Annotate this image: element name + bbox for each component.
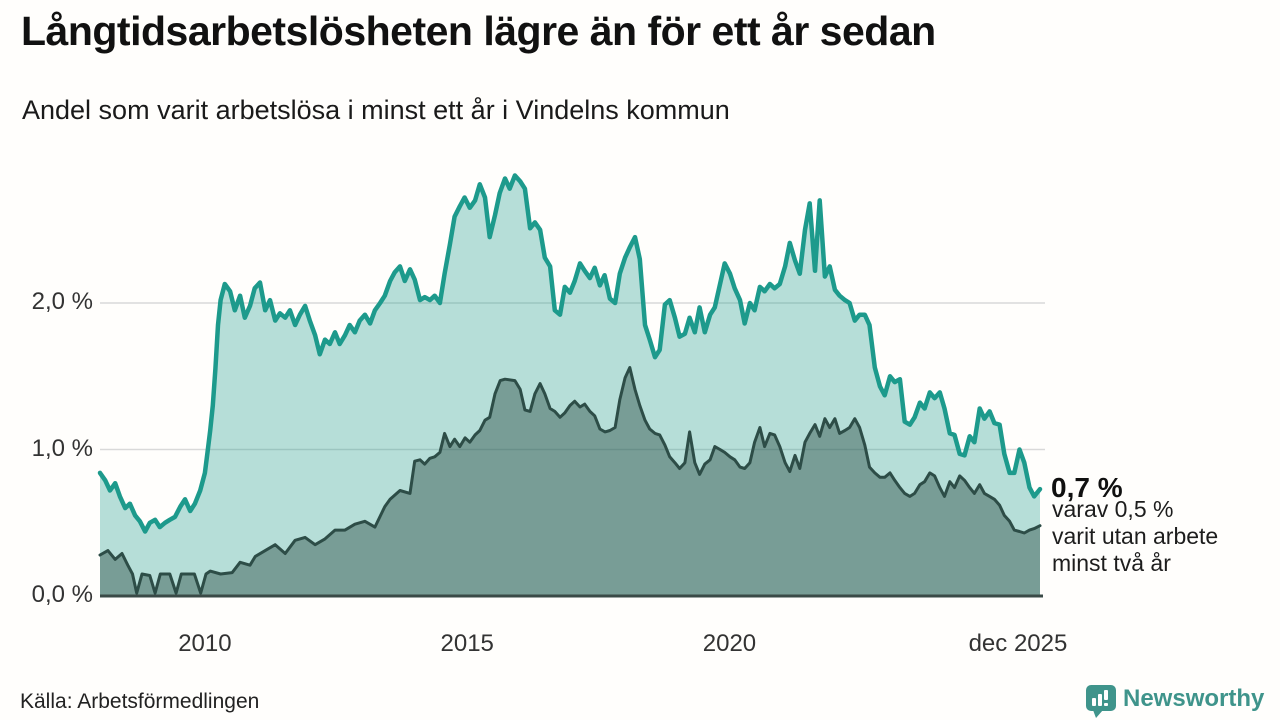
x-tick-label: 2015 bbox=[440, 630, 494, 657]
outer-series-area bbox=[100, 175, 1040, 596]
newsworthy-wordmark: Newsworthy bbox=[1123, 685, 1265, 712]
y-tick-label: 0,0 % bbox=[31, 581, 93, 608]
endpoint-annotation: varav 0,5 % varit utan arbete minst två … bbox=[1052, 496, 1218, 577]
endpoint-value-label: 0,7 % bbox=[1051, 472, 1123, 503]
chart-subtitle: Andel som varit arbetslösa i minst ett å… bbox=[22, 95, 730, 125]
newsworthy-logo: Newsworthy bbox=[1085, 684, 1264, 718]
outer-series-line bbox=[97, 173, 1043, 534]
annotation-line: minst två år bbox=[1052, 550, 1171, 576]
chart-title: Långtidsarbetslösheten lägre än för ett … bbox=[21, 8, 936, 54]
newsworthy-bubble-icon bbox=[1086, 685, 1116, 718]
inner-series-area bbox=[100, 367, 1040, 596]
source-note: Källa: Arbetsförmedlingen bbox=[20, 690, 260, 713]
annotation-line: varit utan arbete bbox=[1052, 523, 1219, 549]
x-tick-label: dec 2025 bbox=[968, 630, 1068, 657]
x-tick-label: 2020 bbox=[702, 630, 757, 657]
annotation-line: varav 0,5 % bbox=[1052, 496, 1174, 522]
y-tick-label: 2,0 % bbox=[31, 288, 93, 315]
x-tick-label: 2010 bbox=[178, 630, 232, 657]
y-tick-label: 1,0 % bbox=[31, 434, 93, 462]
inner-series-line bbox=[98, 366, 1042, 595]
